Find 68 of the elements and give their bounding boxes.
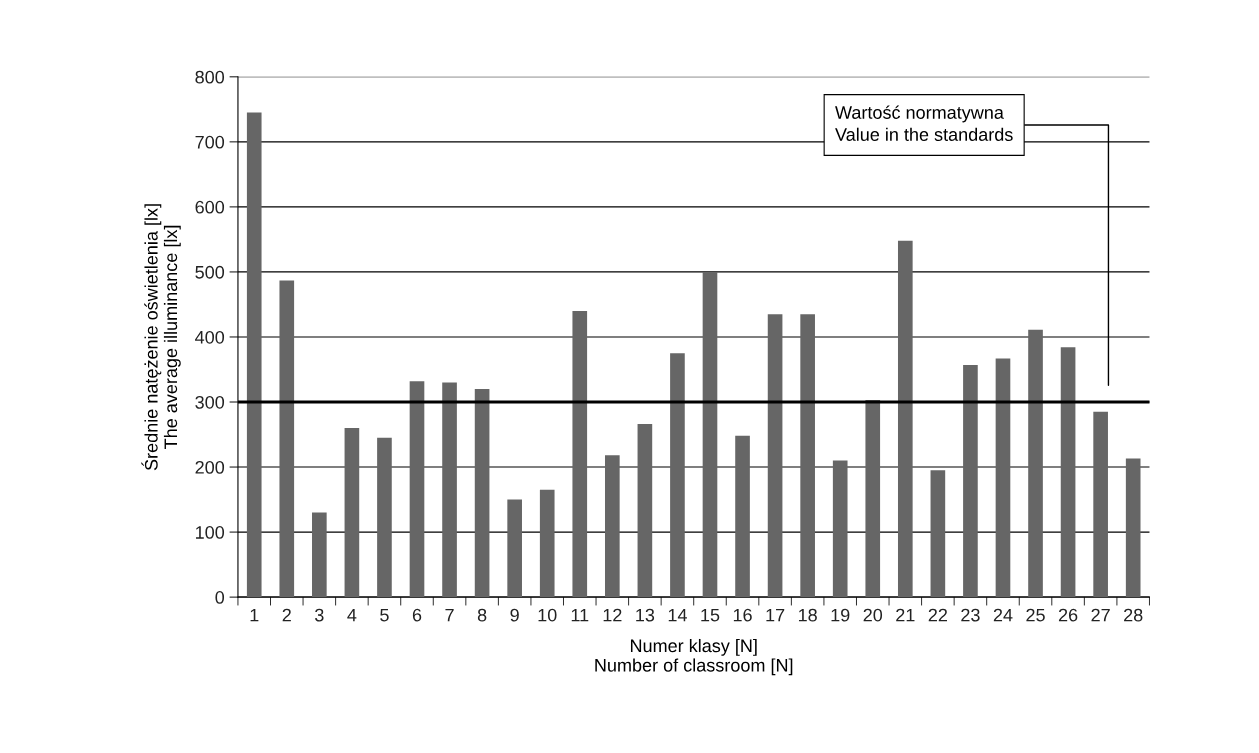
bar bbox=[800, 314, 815, 598]
y-tick-label: 700 bbox=[195, 135, 225, 149]
bar bbox=[897, 240, 913, 598]
bar bbox=[832, 460, 848, 598]
y-tick-label: 300 bbox=[195, 395, 225, 409]
y-tick-label: 500 bbox=[195, 265, 225, 279]
x-tick-label: 7 bbox=[445, 608, 454, 622]
ref-line-label: Wartość normatywna Value in the standards bbox=[835, 105, 1013, 141]
x-tick-label: 4 bbox=[347, 608, 357, 622]
x-tick-label: 1 bbox=[250, 608, 259, 622]
x-tick-label: 2 bbox=[282, 608, 291, 622]
bar bbox=[637, 424, 653, 598]
bar bbox=[474, 389, 490, 598]
x-tick-label: 6 bbox=[412, 608, 422, 622]
y-tick-label: 100 bbox=[196, 526, 225, 539]
x-tick-label: 12 bbox=[603, 608, 622, 622]
bar bbox=[865, 400, 881, 598]
bar bbox=[605, 455, 620, 598]
x-tick-label: 8 bbox=[477, 608, 487, 622]
bar bbox=[963, 364, 978, 598]
bar bbox=[507, 499, 522, 598]
bar bbox=[995, 358, 1011, 598]
y-tick-label: 0 bbox=[215, 591, 225, 604]
bar bbox=[442, 382, 457, 598]
bar bbox=[377, 437, 392, 598]
bar bbox=[312, 512, 327, 598]
bar bbox=[1028, 329, 1043, 598]
x-tick-label: 23 bbox=[961, 608, 980, 622]
y-tick-label: 600 bbox=[195, 200, 225, 214]
x-tick-label: 9 bbox=[510, 608, 519, 622]
x-axis-title: Numer klasy [N] Number of classroom [N] bbox=[595, 638, 793, 676]
x-tick-label: 19 bbox=[831, 608, 850, 622]
bar bbox=[246, 112, 262, 598]
x-tick-label: 27 bbox=[1091, 608, 1110, 622]
bar bbox=[930, 470, 946, 598]
y-tick-label: 800 bbox=[195, 70, 225, 84]
bar bbox=[279, 280, 295, 598]
x-tick-label: 24 bbox=[993, 608, 1013, 622]
bar bbox=[539, 489, 555, 598]
x-tick-label: 22 bbox=[928, 608, 947, 622]
x-tick-label: 21 bbox=[896, 608, 915, 622]
bar bbox=[1125, 458, 1141, 598]
bar bbox=[409, 381, 425, 598]
x-tick-label: 28 bbox=[1124, 608, 1143, 622]
x-tick-label: 16 bbox=[733, 608, 752, 622]
x-tick-label: 25 bbox=[1026, 608, 1045, 622]
x-tick-label: 13 bbox=[636, 608, 655, 622]
x-tick-label: 10 bbox=[538, 608, 557, 622]
y-tick-label: 400 bbox=[195, 330, 225, 344]
bar bbox=[670, 353, 685, 598]
x-tick-label: 14 bbox=[668, 608, 687, 622]
x-tick-label: 15 bbox=[701, 608, 720, 622]
y-axis-title: Średnie natężenie oświetlenia [lx] The average illuminance [lx] bbox=[141, 204, 181, 471]
bar bbox=[702, 271, 718, 598]
bar bbox=[1060, 347, 1076, 598]
bar bbox=[572, 310, 588, 598]
bar bbox=[1093, 411, 1108, 598]
bar bbox=[735, 435, 750, 598]
x-tick-label: 3 bbox=[315, 608, 324, 622]
y-tick-label: 200 bbox=[195, 460, 225, 474]
x-tick-label: 17 bbox=[766, 608, 785, 622]
x-tick-label: 11 bbox=[571, 608, 589, 622]
bar bbox=[767, 314, 783, 598]
x-tick-label: 5 bbox=[380, 608, 389, 622]
bar bbox=[344, 428, 360, 598]
x-tick-label: 26 bbox=[1058, 608, 1078, 622]
x-tick-label: 20 bbox=[863, 608, 883, 622]
x-tick-label: 18 bbox=[798, 608, 817, 622]
